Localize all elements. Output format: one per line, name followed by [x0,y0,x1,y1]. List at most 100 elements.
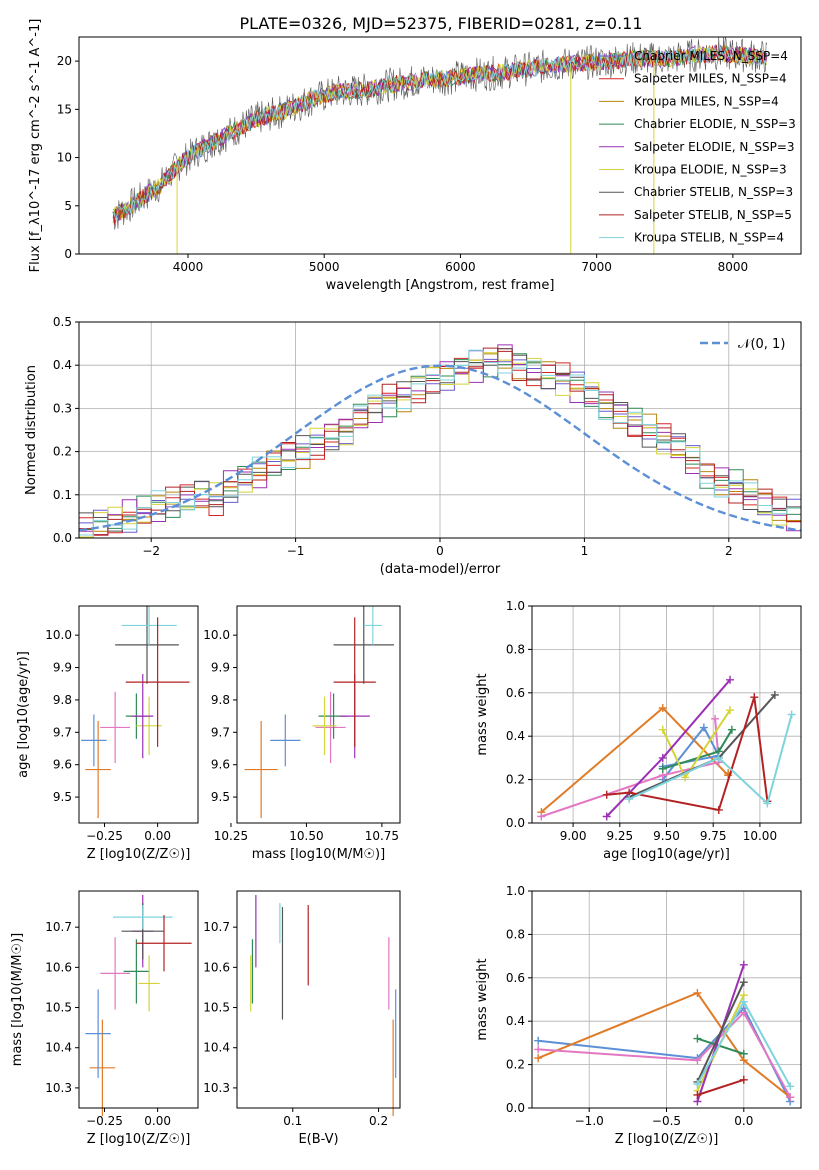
x-axis-label: mass [log10(M/M☉)] [252,847,385,862]
y-tick-label: 0.2 [53,445,72,459]
panel-mass-ebv: 0.1 0.2 10.3 10.4 10.5 10.6 10.7 E(B-V) [203,890,401,1147]
weight-marker [681,773,690,782]
weight-marker [625,795,634,804]
weight-marker [711,714,720,723]
y-tick-label: 9.6 [211,758,230,772]
panel-mass-weight-age: 9.00 9.25 9.50 9.75 10.00 0.0 0.2 0.4 0.6 0.8 1.0 a… [475,599,802,862]
errorbar-point [136,915,192,972]
weight-marker [699,723,708,732]
x-tick-label: 2 [725,544,733,558]
weight-marker [739,960,748,969]
axes-frame [78,36,802,255]
weight-marker [534,1036,543,1045]
y-tick-label: 0.2 [506,773,525,787]
y-tick-label: 10.7 [45,920,72,934]
x-tick-label: 7000 [581,260,612,274]
weight-marker [534,1045,543,1054]
y-tick-label: 9.8 [53,693,72,707]
weight-marker [534,1054,543,1063]
y-tick-label: 10.5 [203,1001,230,1015]
residual-legend: 𝒩(0, 1) [700,337,785,352]
weight-marker [787,710,796,719]
y-tick-label: 9.9 [53,661,72,675]
weight-marker [786,1082,795,1091]
legend-label: Salpeter MILES, N_SSP=4 [634,72,787,86]
panel-mass-weight-z: −1.0 −0.5 0.0 0.0 0.2 0.4 0.6 0.8 1.0 Z [log10(Z/… [475,884,802,1147]
x-axis-label: wavelength [Angstrom, rest frame] [326,278,555,293]
legend-label: Chabrier MILES, N_SSP=4 [634,49,788,63]
weight-series [625,710,796,808]
y-tick-label: 1.0 [506,884,525,898]
spectrum-line [112,46,768,221]
y-tick-label: 0.8 [506,642,525,656]
y-tick-label: 0.5 [53,315,72,329]
weight-marker [537,812,546,821]
y-tick-label: 9.5 [211,790,230,804]
x-tick-label: −1 [287,544,305,558]
legend-label: Kroupa STELIB, N_SSP=4 [634,231,784,245]
weight-series [693,1034,748,1058]
weight-marker [693,988,702,997]
x-tick-label: −2 [142,544,160,558]
errorbar-point [312,696,337,755]
plot-layer [78,344,802,539]
weight-marker [726,675,735,684]
plot-layer [537,675,796,821]
weight-marker [763,799,772,808]
y-tick-label: 0.6 [506,686,525,700]
panel-residuals: −2 −1 0 1 2 0.0 0.1 0.2 0.3 0.4 0.5 (data-model)/er… [24,315,802,577]
y-tick-label: 10.0 [203,628,230,642]
legend-label: Salpeter STELIB, N_SSP=5 [634,208,792,222]
x-tick-label: 0.1 [283,1114,302,1128]
y-axis-label: Flux [f_λ10^-17 erg cm^-2 s^-1 A^-1] [28,19,43,273]
x-tick-label: 0.2 [369,1114,388,1128]
axes-frame [78,605,199,824]
y-tick-label: 0.0 [53,531,72,545]
weight-marker [693,1090,702,1099]
weight-marker [693,1056,702,1065]
weight-marker [658,764,667,773]
y-tick-label: 20 [57,54,72,68]
y-tick-label: 10.6 [45,960,72,974]
legend-label: Salpeter ELODIE, N_SSP=3 [634,140,795,154]
weight-marker [739,1008,748,1017]
weight-series [534,1008,795,1102]
weight-marker [714,753,723,762]
errorbar-point [333,606,394,684]
axes-frame [236,890,401,1109]
y-tick-label: 9.8 [211,693,230,707]
x-axis-label: Z [log10(Z/Z☉)] [87,1132,191,1147]
weight-line [537,991,791,1098]
weight-marker [750,693,759,702]
y-tick-label: 0.4 [506,1014,525,1028]
x-tick-label: 9.75 [700,829,727,843]
y-tick-label: 0.0 [506,1101,525,1115]
plot-layer [250,895,397,1117]
weight-series [693,1075,748,1099]
y-tick-label: 10.7 [203,920,230,934]
x-tick-label: −0.25 [86,1114,123,1128]
y-tick-label: 0.1 [53,488,72,502]
axes-frame [78,890,199,1109]
y-tick-label: 0.8 [506,927,525,941]
x-tick-label: 0.0 [734,1114,753,1128]
x-tick-label: 0.00 [144,829,171,843]
errorbar-point [333,617,376,747]
errorbar-point [85,720,111,819]
x-axis-label: (data-model)/error [380,562,501,577]
normal-curve [78,364,802,532]
y-tick-label: 9.7 [53,725,72,739]
y-tick-label: 0.2 [506,1058,525,1072]
spectrum-line [112,44,768,220]
spectrum-line [112,44,767,226]
weight-marker [658,725,667,734]
y-tick-label: 9.6 [53,758,72,772]
errorbar-point [138,955,160,1012]
x-tick-label: −1.0 [575,1114,604,1128]
plot-area [237,891,400,1108]
weight-marker [739,1049,748,1058]
errorbar-point [113,905,173,930]
weight-line [697,1037,745,1055]
x-tick-label: 6000 [445,260,476,274]
weight-series [658,725,736,773]
